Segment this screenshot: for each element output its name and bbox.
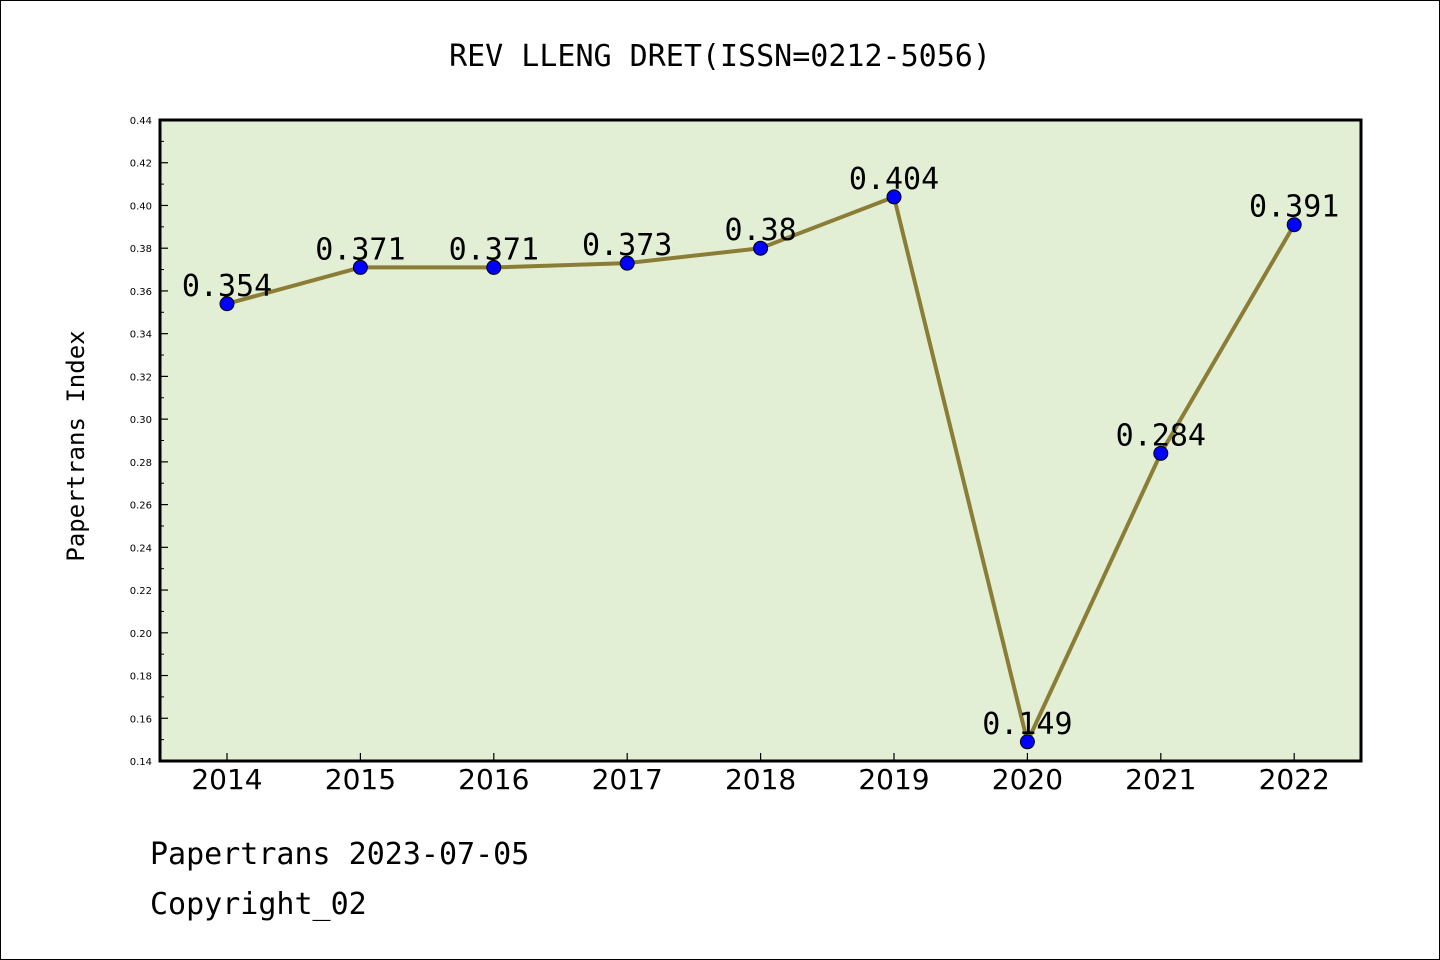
y-tick-label: 0.42: [130, 159, 152, 170]
data-label: 0.354: [182, 269, 272, 304]
y-tick-label: 0.36: [130, 287, 152, 298]
y-tick-label: 0.30: [130, 415, 152, 426]
footer-date: Papertrans 2023-07-05: [150, 837, 529, 872]
data-label: 0.391: [1249, 190, 1339, 225]
y-tick-label: 0.40: [130, 201, 152, 212]
y-tick-label: 0.18: [130, 672, 152, 683]
y-tick-label: 0.24: [130, 543, 152, 554]
x-tick-label: 2014: [191, 763, 262, 796]
data-label: 0.284: [1116, 418, 1206, 453]
y-tick-label: 0.14: [130, 757, 152, 768]
y-tick-label: 0.38: [130, 244, 152, 255]
footer-copyright: Copyright_02: [150, 887, 367, 922]
x-axis-ticks: 2014 2015 2016 2017 2018 2019 2020 2021 2022: [191, 753, 1330, 796]
x-tick-label: 2021: [1125, 763, 1196, 796]
x-tick-label: 2016: [458, 763, 529, 796]
data-label: 0.371: [449, 232, 539, 267]
data-point: [619, 255, 635, 271]
data-point: [486, 259, 502, 275]
x-tick-label: 2017: [592, 763, 663, 796]
data-label: 0.371: [315, 232, 405, 267]
data-label: 0.149: [982, 707, 1072, 742]
y-tick-label: 0.34: [130, 330, 152, 341]
data-point: [1019, 734, 1035, 750]
data-point: [753, 240, 769, 256]
y-tick-label: 0.22: [130, 586, 152, 597]
data-point: [1286, 217, 1302, 233]
x-tick-label: 2018: [725, 763, 796, 796]
x-tick-label: 2015: [325, 763, 396, 796]
data-point: [352, 259, 368, 275]
data-labels: 0.354 0.371 0.371 0.373 0.38 0.404 0.149 0.284 0…: [182, 162, 1340, 742]
data-label: 0.373: [582, 228, 672, 263]
x-tick-label: 2022: [1259, 763, 1330, 796]
y-axis-label: Papertrans Index: [62, 330, 90, 561]
y-tick-label: 0.26: [130, 501, 152, 512]
chart-title: REV LLENG DRET(ISSN=0212-5056): [449, 39, 991, 74]
x-tick-label: 2020: [992, 763, 1063, 796]
data-label: 0.404: [849, 162, 939, 197]
plot-area: [158, 118, 1363, 763]
data-point: [219, 296, 235, 312]
data-point: [886, 189, 902, 205]
x-tick-label: 2019: [858, 763, 929, 796]
data-point: [1153, 445, 1169, 461]
y-tick-label: 0.20: [130, 629, 152, 640]
y-axis-ticks: 0.14 0.16 0.18 0.20 0.22 0.24 0.26 0.28 0.30 0.32…: [130, 116, 168, 768]
y-tick-label: 0.32: [130, 372, 152, 383]
series-group: [219, 189, 1302, 750]
data-label: 0.38: [724, 213, 796, 248]
y-tick-label: 0.44: [130, 116, 152, 127]
y-tick-label: 0.28: [130, 458, 152, 469]
y-tick-label: 0.16: [130, 714, 152, 725]
